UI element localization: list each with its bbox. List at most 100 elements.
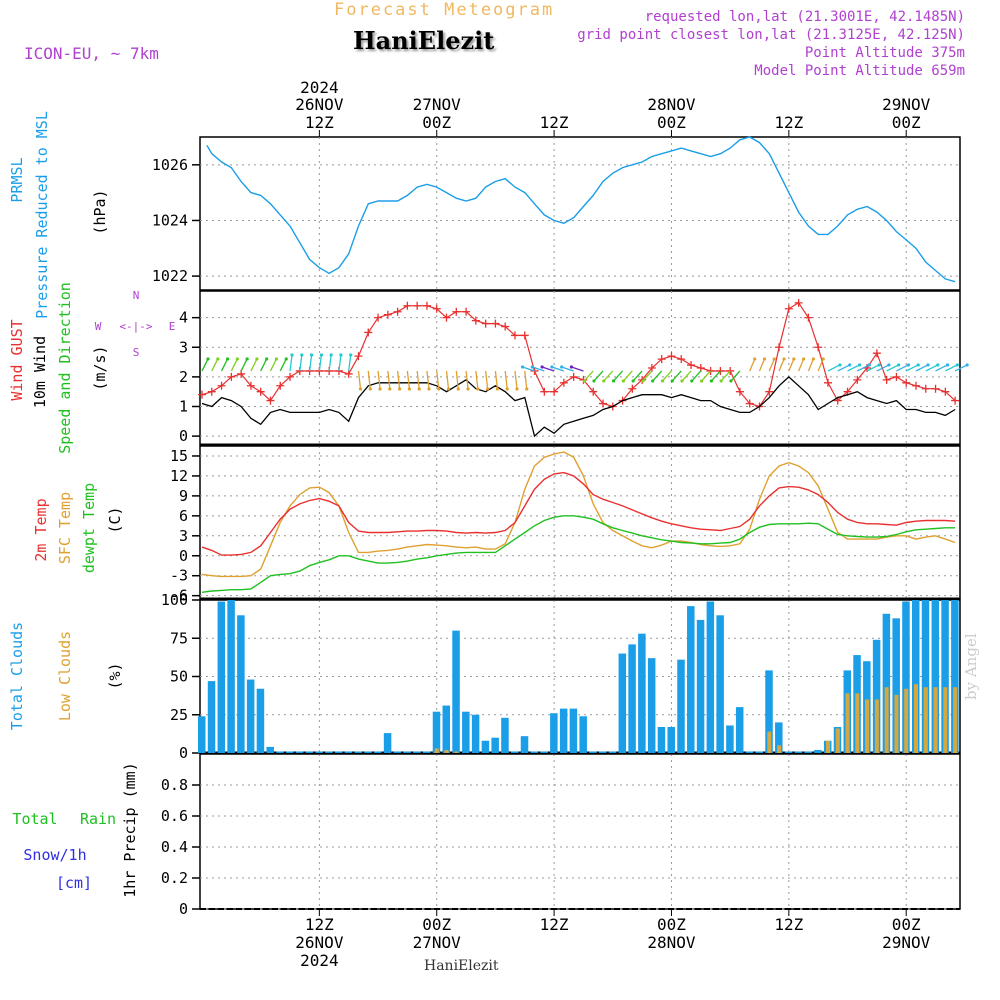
wind-direction-arrow: [954, 364, 968, 372]
wind-direction-arrow: [445, 370, 450, 390]
wind-direction-arrow: [925, 364, 939, 372]
wind-direction-arrow: [749, 358, 756, 372]
compass-s: S: [133, 346, 140, 359]
bottom-date-label: 26NOV: [295, 933, 344, 952]
wind-direction-arrow: [260, 358, 268, 372]
gust-point: [647, 364, 656, 372]
wind-direction-arrowhead: [274, 357, 279, 361]
pressure-line: [206, 136, 956, 283]
total-cloud-bar: [217, 601, 226, 753]
wind-direction-arrow: [269, 358, 278, 372]
ytick-label-wind: 4: [179, 309, 188, 327]
wind-direction-arrow: [357, 370, 362, 390]
gust-point: [765, 387, 774, 396]
low-cloud-bar: [923, 687, 928, 753]
wind-direction-arrowhead: [437, 387, 441, 391]
model-altitude: Model Point Altitude 659m: [754, 63, 965, 79]
total-cloud-bar: [266, 746, 274, 753]
bottom-time-label: 12Z: [540, 915, 569, 934]
panel-frame-pressure: [199, 136, 961, 291]
gust-point: [403, 301, 412, 310]
wind-direction-arrow: [632, 370, 643, 382]
total-cloud-bar: [755, 751, 763, 753]
wind-direction-arrow: [504, 370, 508, 390]
top-time-label: 12Z: [774, 113, 803, 132]
wind-direction-arrowhead: [329, 353, 333, 357]
wind-direction-arrow: [866, 364, 880, 372]
ytick-label-wind: 1: [179, 398, 188, 416]
gust-ylabel: Wind GUST: [8, 319, 26, 400]
gridpoint-coords: grid point closest lon,lat (21.3125E, 42…: [577, 27, 965, 43]
compass-n: N: [133, 289, 140, 302]
gust-line: [201, 301, 956, 408]
wind-direction-arrowhead: [582, 379, 586, 383]
total-cloud-bar: [462, 711, 470, 753]
low-cloud-ylabel: Low Clouds: [56, 631, 74, 721]
total-cloud-bar: [432, 711, 441, 753]
ytick-label-temperature: 0: [179, 547, 188, 565]
wind-direction-arrowhead: [926, 363, 930, 367]
wind-direction-arrow: [886, 364, 899, 372]
wind-direction-arrowhead: [388, 387, 392, 391]
gust-point: [237, 369, 246, 378]
wind-direction-arrow: [551, 366, 565, 372]
wind-direction-arrowhead: [621, 379, 625, 383]
total-cloud-bar: [344, 751, 353, 753]
wind-direction-arrowhead: [821, 357, 825, 361]
wind-direction-arrowhead: [811, 357, 816, 361]
total-cloud-bar: [911, 600, 920, 753]
total-cloud-bar: [315, 751, 323, 753]
2m-temp-line: [201, 471, 956, 556]
legend-snow: Snow/1h: [23, 846, 86, 864]
wind-direction-arrowhead: [515, 387, 519, 391]
wind-direction-arrowhead: [729, 379, 733, 383]
wind-direction-arrow: [436, 370, 440, 390]
temp2m-ylabel: 2m Temp: [32, 498, 50, 561]
wind-direction-arrow: [484, 370, 489, 390]
station-title: HaniElezit: [353, 26, 495, 55]
wind-direction-arrow: [905, 364, 919, 372]
total-cloud-bar: [569, 708, 578, 753]
wind-direction-arrowhead: [216, 357, 220, 361]
wind-direction-arrow: [807, 358, 815, 372]
total-cloud-bar: [501, 717, 509, 753]
low-cloud-bar: [884, 687, 889, 753]
bottom-date-label: 28NOV: [647, 933, 696, 952]
low-cloud-bar: [825, 740, 830, 753]
wind-direction-arrow: [465, 370, 469, 390]
gust-point: [462, 307, 471, 316]
wind-direction-arrowhead: [955, 363, 959, 367]
wind-direction-arrow: [240, 358, 248, 372]
ytick-label-clouds: 0: [179, 744, 188, 762]
gust-point: [374, 313, 383, 322]
wind-direction-arrow: [681, 370, 692, 382]
gust-point: [599, 399, 608, 408]
model-label: ICON-EU, ~ 7km: [24, 44, 159, 63]
wind-direction-arrowhead: [660, 379, 665, 383]
top-date-label: 29NOV: [882, 95, 931, 114]
ytick-label-wind: 0: [179, 427, 188, 445]
pressure-ylabel-1: PRMSL: [8, 157, 26, 202]
ytick-label-clouds: 100: [161, 591, 188, 609]
total-cloud-bar: [530, 751, 539, 753]
wind-direction-arrowhead: [476, 387, 480, 391]
wind-direction-arrowhead: [206, 357, 210, 361]
ytick-label-clouds: 50: [170, 668, 188, 686]
total-cloud-bar: [550, 713, 558, 753]
ytick-label-temperature: 12: [170, 467, 188, 485]
gust-point: [892, 372, 901, 381]
total-cloud-bar: [745, 751, 754, 753]
wind-direction-arrowhead: [592, 379, 596, 383]
wind-direction-arrow: [622, 370, 633, 382]
low-cloud-bar: [835, 728, 840, 753]
wind-direction-arrowhead: [838, 363, 842, 367]
total-cloud-bar: [638, 633, 646, 753]
total-cloud-bar: [276, 751, 284, 753]
total-cloud-bar: [804, 751, 812, 753]
gust-point: [364, 328, 373, 337]
total-cloud-bar: [286, 751, 294, 753]
total-cloud-bar: [491, 737, 499, 753]
wind-direction-arrowhead: [265, 357, 269, 361]
wind-direction-arrow: [279, 358, 287, 372]
total-cloud-bar: [765, 670, 773, 753]
